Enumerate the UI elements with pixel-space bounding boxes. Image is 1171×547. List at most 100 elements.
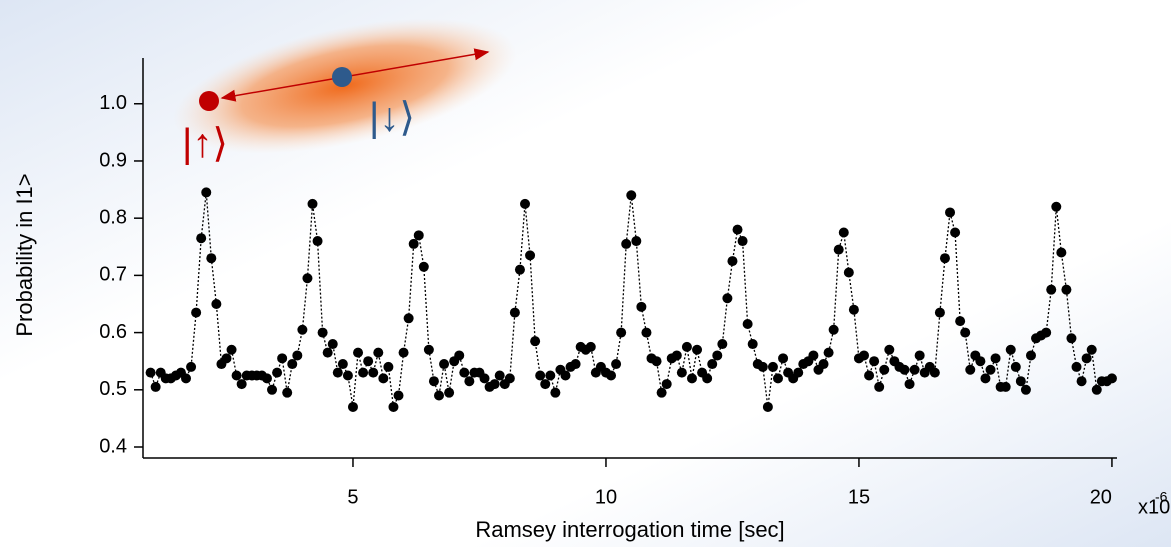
data-point <box>347 401 358 412</box>
up-state-dot <box>199 91 219 111</box>
data-point <box>428 376 439 387</box>
data-point <box>342 370 353 381</box>
data-point <box>965 364 976 375</box>
data-point <box>980 373 991 384</box>
data-point <box>722 293 733 304</box>
data-point <box>459 367 470 378</box>
data-point <box>277 353 288 364</box>
data-point <box>454 350 465 361</box>
y-tick-label: 0.9 <box>99 149 127 171</box>
data-point <box>423 344 434 355</box>
data-point <box>403 313 414 324</box>
data-point <box>312 236 323 247</box>
data-point <box>955 316 966 327</box>
data-point <box>489 379 500 390</box>
data-point <box>297 324 308 335</box>
data-point <box>1015 376 1026 387</box>
data-point <box>975 356 986 367</box>
data-point <box>838 227 849 238</box>
data-point <box>1076 376 1087 387</box>
data-point <box>267 384 278 395</box>
data-point <box>226 344 237 355</box>
annotation: |↓⟩ <box>369 96 415 140</box>
data-point <box>1010 361 1021 372</box>
x-axis-title: Ramsey interrogation time [sec] <box>475 517 784 542</box>
data-point <box>1071 361 1082 372</box>
data-point <box>939 253 950 264</box>
data-point <box>686 373 697 384</box>
data-point <box>1051 201 1062 212</box>
data-point <box>560 370 571 381</box>
data-point <box>261 373 272 384</box>
data-point <box>186 361 197 372</box>
y-tick-label: 0.6 <box>99 321 127 343</box>
data-point <box>439 359 450 370</box>
data-point <box>934 307 945 318</box>
data-point <box>899 364 910 375</box>
data-point <box>1025 350 1036 361</box>
data-point <box>823 347 834 358</box>
data-point <box>616 327 627 338</box>
data-point <box>337 359 348 370</box>
data-point <box>778 353 789 364</box>
data-point <box>762 401 773 412</box>
data-point <box>272 367 283 378</box>
data-point <box>1046 284 1057 295</box>
down-state-dot <box>332 67 352 87</box>
x-multiplier: x10 <box>1138 496 1170 518</box>
data-point <box>808 350 819 361</box>
x-tick-label: 20 <box>1090 486 1112 508</box>
data-point <box>757 361 768 372</box>
data-point <box>206 253 217 264</box>
data-point <box>904 379 915 390</box>
data-point <box>408 238 419 249</box>
data-point <box>960 327 971 338</box>
data-point <box>843 267 854 278</box>
data-point <box>990 353 1001 364</box>
data-point <box>950 227 961 238</box>
y-tick-label: 0.7 <box>99 264 127 286</box>
data-point <box>545 370 556 381</box>
data-point <box>211 298 222 309</box>
data-point <box>433 390 444 401</box>
data-point <box>793 367 804 378</box>
data-point <box>373 347 384 358</box>
data-point <box>514 264 525 275</box>
data-point <box>322 347 333 358</box>
data-point <box>1020 384 1031 395</box>
data-point <box>707 359 718 370</box>
data-point <box>585 341 596 352</box>
arrow <box>220 48 490 102</box>
data-point <box>398 347 409 358</box>
data-point <box>530 336 541 347</box>
data-point <box>358 367 369 378</box>
data-point <box>737 236 748 247</box>
data-point <box>383 361 394 372</box>
y-tick-label: 0.4 <box>99 435 127 457</box>
data-point <box>535 370 546 381</box>
data-point <box>413 230 424 241</box>
y-tick-label: 1.0 <box>99 92 127 114</box>
x-tick-label: 15 <box>848 486 870 508</box>
data-point <box>307 198 318 209</box>
data-point <box>671 350 682 361</box>
data-point <box>864 370 875 381</box>
data-point <box>393 390 404 401</box>
data-point <box>479 373 490 384</box>
data-point <box>145 367 156 378</box>
data-point <box>767 361 778 372</box>
data-point <box>494 370 505 381</box>
data-point <box>570 359 581 370</box>
data-point <box>626 190 637 201</box>
data-point <box>985 364 996 375</box>
data-point <box>859 350 870 361</box>
data-point <box>641 327 652 338</box>
data-point <box>363 356 374 367</box>
data-point <box>464 376 475 387</box>
data-point <box>727 256 738 267</box>
data-point <box>631 236 642 247</box>
data-point <box>540 379 551 390</box>
data-point <box>1000 381 1011 392</box>
data-point <box>150 381 161 392</box>
data-point <box>520 198 531 209</box>
